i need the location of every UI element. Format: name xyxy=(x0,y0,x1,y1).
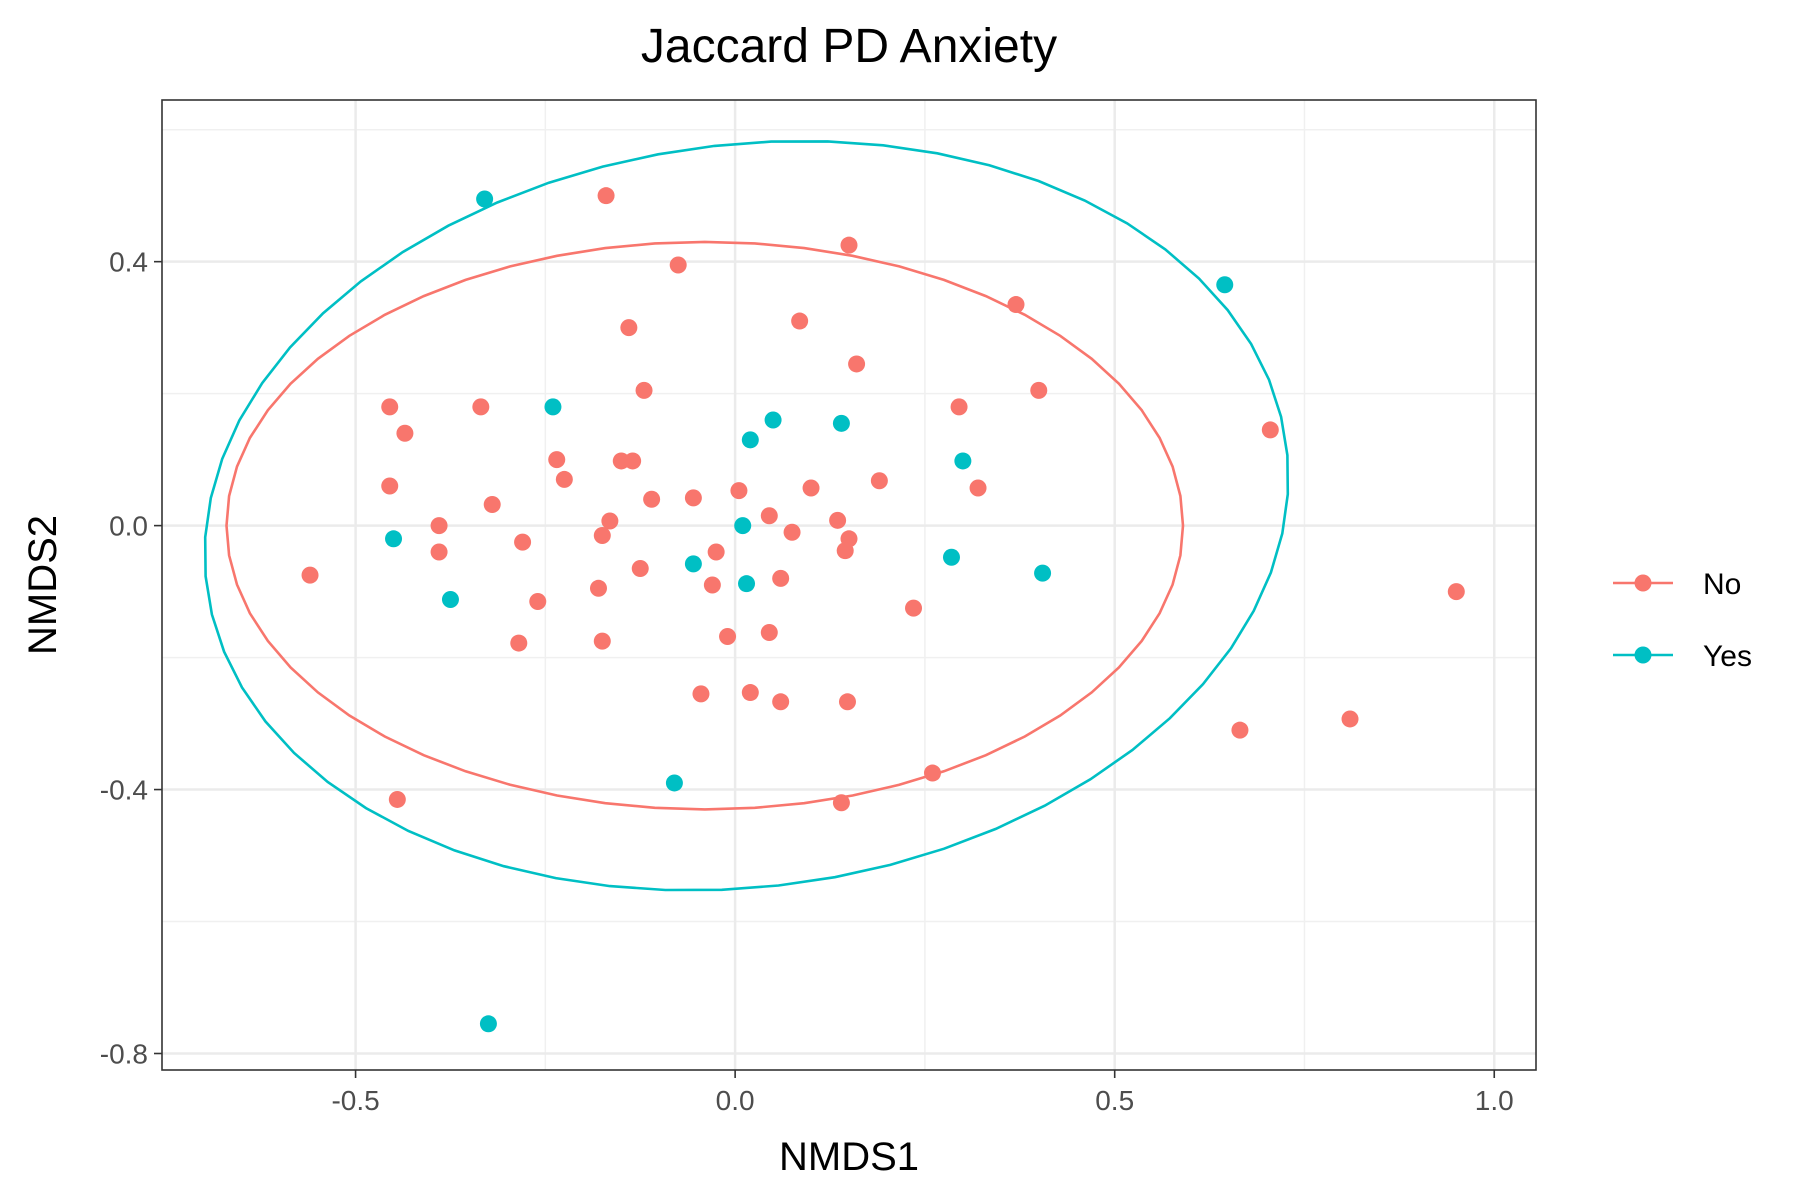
point-no xyxy=(396,424,414,442)
y-tick-label: 0.4 xyxy=(109,247,148,278)
point-no xyxy=(620,319,638,337)
point-no xyxy=(760,507,778,525)
point-yes xyxy=(1216,276,1234,294)
point-no xyxy=(388,790,406,808)
point-no xyxy=(772,569,790,587)
point-yes xyxy=(441,591,459,609)
point-no xyxy=(838,693,856,711)
point-no xyxy=(829,511,847,529)
point-yes xyxy=(665,774,683,792)
legend-key-point-yes xyxy=(1634,646,1652,664)
points xyxy=(301,187,1465,1033)
point-no xyxy=(631,560,649,578)
axis-ticks: -0.5 0.0 0.5 1.0 -0.8 -0.4 0.0 0.4 xyxy=(100,247,1514,1116)
point-no xyxy=(529,592,547,610)
legend: No Yes xyxy=(1613,568,1752,673)
y-tick-label: -0.8 xyxy=(100,1039,148,1070)
point-no xyxy=(472,398,490,416)
point-no xyxy=(969,479,987,497)
point-no xyxy=(684,489,702,507)
y-tick-label: -0.4 xyxy=(100,775,148,806)
point-yes xyxy=(684,555,702,573)
point-no xyxy=(741,684,759,702)
point-no xyxy=(589,579,607,597)
point-no xyxy=(870,472,888,490)
point-no xyxy=(703,576,721,594)
grid xyxy=(162,100,1536,1070)
point-yes xyxy=(832,414,850,432)
point-no xyxy=(430,543,448,561)
point-yes xyxy=(479,1015,497,1033)
point-no xyxy=(791,312,809,330)
y-tick-label: 0.0 xyxy=(109,511,148,542)
point-no xyxy=(802,479,820,497)
point-no xyxy=(1261,421,1279,439)
point-no xyxy=(593,527,611,545)
point-no xyxy=(548,451,566,469)
point-no xyxy=(510,634,528,652)
point-yes xyxy=(1034,564,1052,582)
point-yes xyxy=(734,517,752,535)
point-yes xyxy=(764,411,782,429)
point-no xyxy=(514,533,532,551)
x-tick-label: 1.0 xyxy=(1475,1085,1514,1116)
point-no xyxy=(924,764,942,782)
point-no xyxy=(430,517,448,535)
point-yes xyxy=(738,575,756,593)
point-no xyxy=(760,624,778,642)
ellipse-no xyxy=(225,240,1185,811)
point-no xyxy=(1447,583,1465,601)
point-yes xyxy=(954,452,972,470)
ellipses xyxy=(203,140,1290,892)
point-no xyxy=(730,482,748,500)
point-no xyxy=(707,543,725,561)
y-axis-label: NMDS2 xyxy=(21,515,65,655)
point-no xyxy=(381,398,399,416)
legend-label-yes: Yes xyxy=(1703,640,1752,673)
point-no xyxy=(1007,296,1025,314)
point-no xyxy=(635,381,653,399)
point-yes xyxy=(544,398,562,416)
point-no xyxy=(692,685,710,703)
plot-border xyxy=(161,99,1537,1071)
x-tick-label: 0.0 xyxy=(716,1085,755,1116)
point-yes xyxy=(385,530,403,548)
point-no xyxy=(593,632,611,650)
point-no xyxy=(381,477,399,495)
point-no xyxy=(836,542,854,560)
x-tick-label: -0.5 xyxy=(331,1085,379,1116)
point-yes xyxy=(741,431,759,449)
point-no xyxy=(719,627,737,645)
point-no xyxy=(950,398,968,416)
point-no xyxy=(483,495,501,513)
point-no xyxy=(597,187,615,205)
point-no xyxy=(840,236,858,254)
point-no xyxy=(643,490,661,508)
point-no xyxy=(832,794,850,812)
chart-title: Jaccard PD Anxiety xyxy=(641,20,1057,73)
point-no xyxy=(601,512,619,530)
point-no xyxy=(301,566,319,584)
point-no xyxy=(624,452,642,470)
ellipse-yes xyxy=(203,140,1290,892)
point-no xyxy=(1341,710,1359,728)
point-yes xyxy=(942,548,960,566)
point-yes xyxy=(476,190,494,208)
point-no xyxy=(905,599,923,617)
point-no xyxy=(1030,381,1048,399)
legend-key-point-no xyxy=(1634,574,1652,592)
point-no xyxy=(848,355,866,373)
point-no xyxy=(772,693,790,711)
point-no xyxy=(669,256,687,274)
x-tick-label: 0.5 xyxy=(1095,1085,1134,1116)
point-no xyxy=(783,523,801,541)
point-no xyxy=(1231,721,1249,739)
x-axis-label: NMDS1 xyxy=(779,1135,919,1179)
point-no xyxy=(555,470,573,488)
legend-label-no: No xyxy=(1703,568,1741,601)
